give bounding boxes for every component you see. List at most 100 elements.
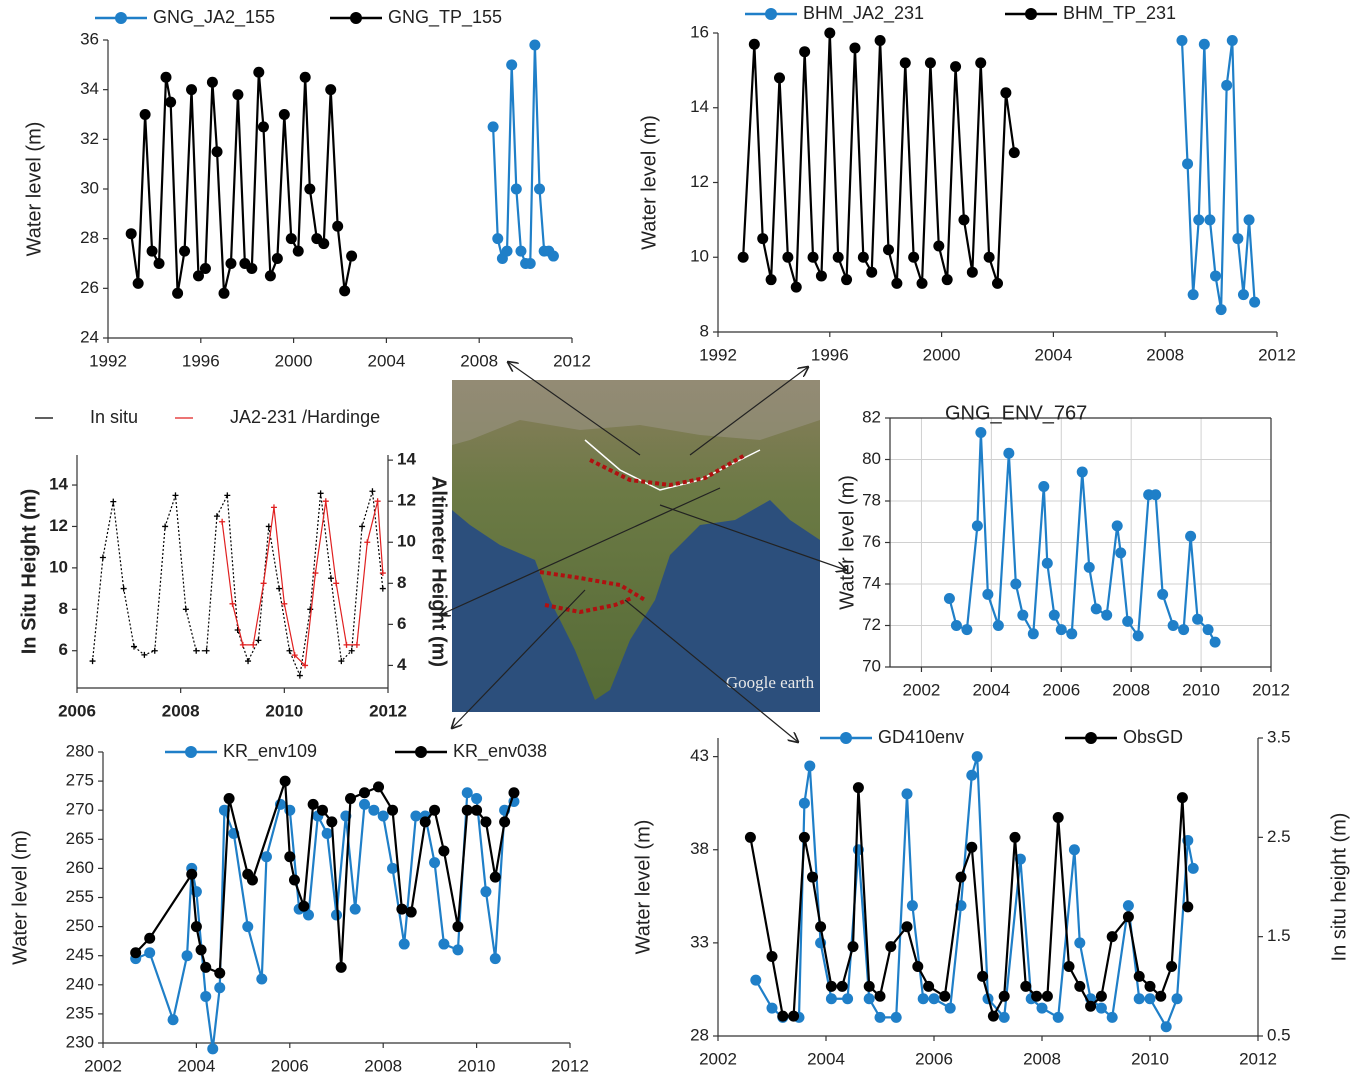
y-tick-label: 82 <box>862 407 881 426</box>
data-point <box>1133 970 1145 982</box>
data-point <box>1074 937 1086 949</box>
data-point <box>924 57 936 69</box>
data-point <box>218 804 230 816</box>
data-point <box>807 251 819 263</box>
data-point <box>1198 38 1210 50</box>
data-point <box>866 266 878 278</box>
data-point <box>471 804 483 816</box>
data-point <box>815 921 827 933</box>
data-point <box>260 851 272 863</box>
x-tick-label: 2004 <box>367 351 405 370</box>
y-tick-label: 76 <box>862 532 881 551</box>
data-point <box>885 941 897 953</box>
data-point <box>975 427 987 439</box>
data-point <box>429 804 441 816</box>
data-point <box>377 810 389 822</box>
y-tick-label: 38 <box>690 839 709 858</box>
legend-marker <box>1025 8 1037 20</box>
data-point <box>863 993 875 1005</box>
legend-label: KR_env038 <box>453 741 547 762</box>
data-point <box>899 57 911 69</box>
data-point <box>165 96 177 108</box>
data-point <box>757 233 769 245</box>
x-tick-label: 2012 <box>551 1056 589 1075</box>
data-point <box>1155 990 1167 1002</box>
data-point <box>326 816 338 828</box>
data-point <box>1232 233 1244 245</box>
data-point <box>950 620 962 631</box>
data-point <box>1009 831 1021 843</box>
y2-axis-label: In situ height (m) <box>1328 813 1350 962</box>
data-point <box>452 944 464 956</box>
data-point <box>387 862 399 874</box>
arrow <box>624 599 798 742</box>
y-tick-label: 32 <box>80 129 99 148</box>
x-tick-label: 2002 <box>84 1056 122 1075</box>
map-label: Google earth <box>726 673 815 692</box>
data-point <box>151 647 158 654</box>
data-point <box>296 672 303 679</box>
data-point <box>312 570 319 577</box>
data-point <box>292 245 304 257</box>
data-point <box>882 244 894 256</box>
data-point <box>214 982 226 994</box>
data-point <box>1237 289 1249 301</box>
data-point <box>971 751 983 763</box>
data-point <box>379 570 386 577</box>
x-tick-label: 2012 <box>1239 1049 1277 1068</box>
data-point <box>874 990 886 1002</box>
data-point <box>1122 615 1134 627</box>
x-tick-label: 2004 <box>1034 345 1072 364</box>
y-tick-label: 270 <box>66 800 94 819</box>
data-point <box>971 520 983 532</box>
x-tick-label: 2000 <box>923 345 961 364</box>
data-point <box>144 932 156 944</box>
x-tick-label: 2006 <box>271 1056 309 1075</box>
data-point <box>906 900 918 912</box>
data-point <box>849 42 861 54</box>
chart: 2002 2004 2006 2008 2010 2012 230 235 240 245 250 2… <box>9 741 589 1075</box>
data-point <box>1178 624 1190 636</box>
x-tick-label: 2008 <box>1023 1049 1061 1068</box>
data-point <box>529 39 541 51</box>
data-point <box>160 71 172 83</box>
data-point <box>857 251 869 263</box>
data-point <box>396 903 408 915</box>
x-tick-label: 2008 <box>1146 345 1184 364</box>
legend-marker <box>415 746 427 758</box>
data-point <box>506 59 518 71</box>
y-axis-label: Water level (m) <box>638 115 660 250</box>
data-point <box>1055 624 1067 636</box>
x-tick-label: 2012 <box>1258 345 1296 364</box>
data-point <box>281 600 288 607</box>
data-point <box>510 183 522 195</box>
data-point <box>335 961 347 973</box>
y2-tick-label: 4 <box>397 655 407 674</box>
legend-item: KR_env038 <box>395 741 547 762</box>
data-point <box>332 220 344 232</box>
data-point <box>515 245 527 257</box>
data-point <box>1106 1011 1118 1023</box>
data-point <box>1010 578 1022 590</box>
data-point <box>1182 158 1194 170</box>
data-point <box>331 909 342 921</box>
x-tick-label: 2004 <box>972 680 1010 699</box>
y-tick-label: 74 <box>862 573 881 592</box>
data-point <box>941 274 953 286</box>
data-point <box>961 624 973 636</box>
data-point <box>321 827 333 839</box>
data-point <box>225 258 237 269</box>
y-tick-label: 28 <box>80 228 99 247</box>
series-line <box>749 787 1189 1020</box>
data-point <box>179 245 191 257</box>
data-point <box>1063 960 1075 972</box>
data-point <box>1185 530 1197 542</box>
data-point <box>271 253 283 265</box>
legend-item: GNG_TP_155 <box>330 7 502 28</box>
data-point <box>748 38 760 50</box>
data-point <box>1101 609 1113 621</box>
data-point <box>1202 624 1214 636</box>
data-point <box>373 781 385 793</box>
data-point <box>1106 931 1118 943</box>
